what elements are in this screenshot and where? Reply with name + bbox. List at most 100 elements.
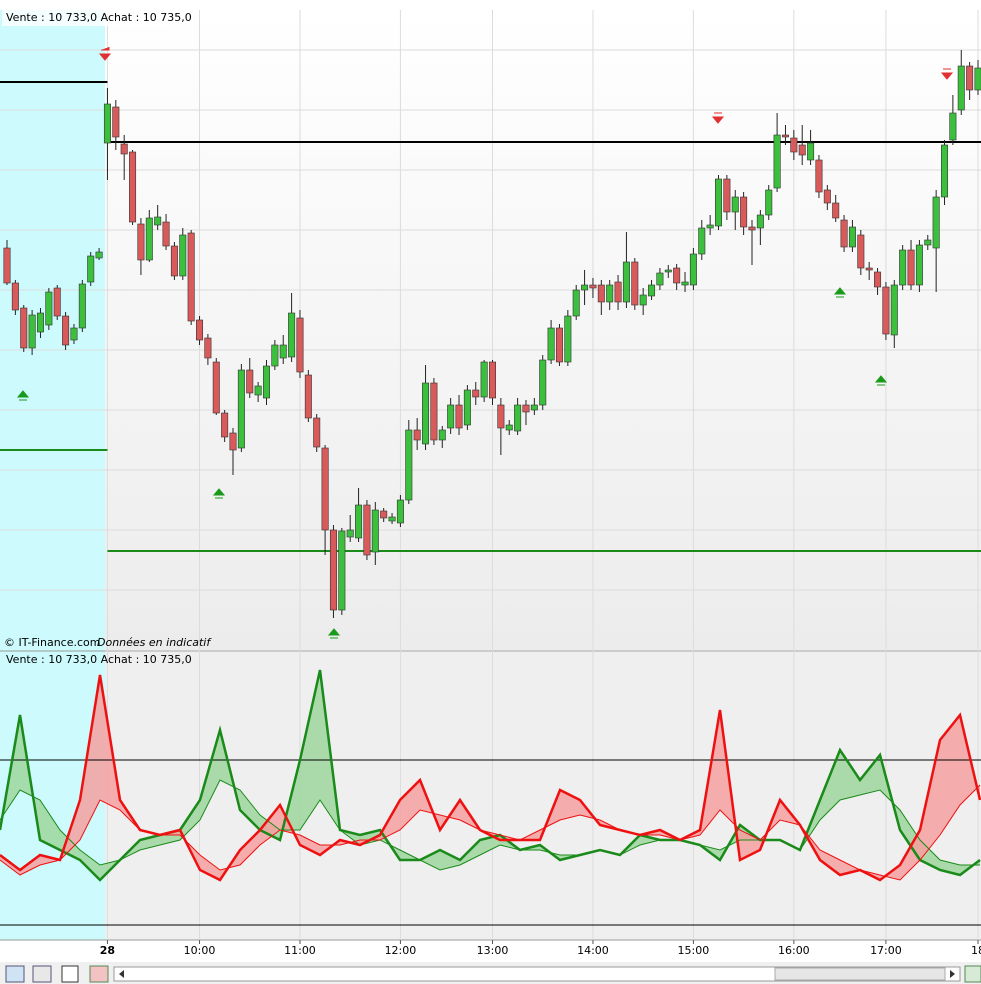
- tool-button[interactable]: [964, 965, 981, 983]
- x-axis: 28 10:00 11:00 12:00 13:00 14:00 15:00 16:00 17:…: [100, 940, 981, 957]
- candle-body: [36, 312, 44, 333]
- candle-body: [572, 289, 580, 317]
- candle-body: [422, 382, 430, 445]
- candle-body: [137, 223, 145, 261]
- candle-body: [698, 227, 706, 255]
- x-tick-label: 11:00: [284, 944, 316, 957]
- candle-body: [237, 369, 245, 449]
- candle-body: [530, 404, 538, 411]
- candle-body: [974, 67, 981, 91]
- candle-body: [112, 106, 120, 138]
- candle-body: [597, 284, 605, 303]
- candle-body: [187, 232, 195, 322]
- buy-signal: [327, 628, 341, 639]
- candle-body: [179, 234, 187, 277]
- candle-body: [296, 317, 304, 373]
- quote: Vente : 10 733,0 Achat : 10 735,0: [6, 653, 192, 666]
- candle-body: [304, 374, 312, 419]
- candle-body: [95, 251, 103, 259]
- candle-body: [656, 272, 664, 286]
- candle-body: [338, 530, 346, 611]
- x-tick-label: 10:00: [184, 944, 216, 957]
- x-tick-label: 13:00: [477, 944, 509, 957]
- tool-button[interactable]: [61, 965, 79, 983]
- candle-body: [514, 404, 522, 432]
- candle-body: [20, 307, 28, 349]
- candle-body: [254, 385, 262, 396]
- candle-body: [689, 253, 697, 286]
- candle-body: [840, 219, 848, 248]
- candle-body: [313, 417, 321, 448]
- tool-button[interactable]: [89, 965, 109, 983]
- candle-body: [45, 291, 53, 326]
- tool-button[interactable]: [5, 965, 25, 983]
- candle-body: [212, 361, 220, 414]
- candle-body: [773, 134, 781, 189]
- candle-body: [62, 315, 70, 346]
- candle-body: [53, 287, 61, 317]
- candle-body: [589, 284, 597, 289]
- candle-body: [756, 214, 764, 229]
- quote-box: [2, 10, 172, 26]
- candle-body: [447, 404, 455, 429]
- candle-body: [405, 429, 413, 501]
- candle-body: [505, 424, 513, 431]
- candle-body: [681, 281, 689, 286]
- scroll-thumb[interactable]: [774, 967, 946, 981]
- scroll-left[interactable]: [119, 970, 124, 978]
- candle-body: [363, 504, 371, 556]
- candle-body: [957, 65, 965, 111]
- x-tick-label: 28: [100, 944, 115, 957]
- candle-body: [480, 361, 488, 398]
- candle-body: [848, 226, 856, 248]
- candle-body: [196, 319, 204, 341]
- source: © IT-Finance.com: [4, 636, 101, 649]
- signals: [16, 47, 954, 639]
- candle-body: [120, 143, 128, 155]
- candle-body: [388, 516, 396, 522]
- candle-body: [765, 189, 773, 216]
- candle-body: [882, 286, 890, 335]
- candle-body: [162, 221, 170, 247]
- scrollbar[interactable]: [113, 966, 961, 982]
- candle-body: [413, 429, 421, 441]
- candle-body: [606, 284, 614, 303]
- candle-body: [329, 529, 337, 611]
- candle-body: [129, 151, 137, 223]
- candle-body: [807, 142, 815, 161]
- candle-body: [907, 249, 915, 286]
- scroll-right[interactable]: [950, 970, 955, 978]
- candle-body: [380, 510, 388, 519]
- candle-body: [740, 196, 748, 228]
- candle-body: [103, 103, 111, 144]
- candle-body: [798, 144, 806, 156]
- x-tick-label: 18: [971, 944, 981, 957]
- candle-body: [631, 261, 639, 306]
- candle-body: [915, 244, 923, 286]
- candle-body: [723, 178, 731, 213]
- buy-signal: [833, 287, 847, 298]
- tool-button[interactable]: [32, 965, 52, 983]
- candle-body: [430, 382, 438, 441]
- candle-body: [790, 137, 798, 153]
- candle-body: [715, 178, 723, 227]
- candle-body: [271, 344, 279, 367]
- indicator-pane: [0, 652, 981, 940]
- candle-body: [832, 202, 840, 219]
- candle-body: [932, 196, 940, 249]
- band-fill: [0, 675, 980, 880]
- candle-body: [815, 159, 823, 193]
- indicator-line: [0, 674, 981, 882]
- candle-body: [87, 255, 95, 283]
- candle-body: [547, 327, 555, 361]
- candle-body: [279, 344, 287, 359]
- candle-body: [899, 249, 907, 286]
- x-tick-label: 14:00: [577, 944, 609, 957]
- candle-body: [731, 196, 739, 213]
- candle-body: [748, 226, 756, 231]
- candle-body: [941, 144, 949, 198]
- x-tick-label: 12:00: [385, 944, 417, 957]
- candle-body: [564, 315, 572, 363]
- candle-body: [438, 429, 446, 441]
